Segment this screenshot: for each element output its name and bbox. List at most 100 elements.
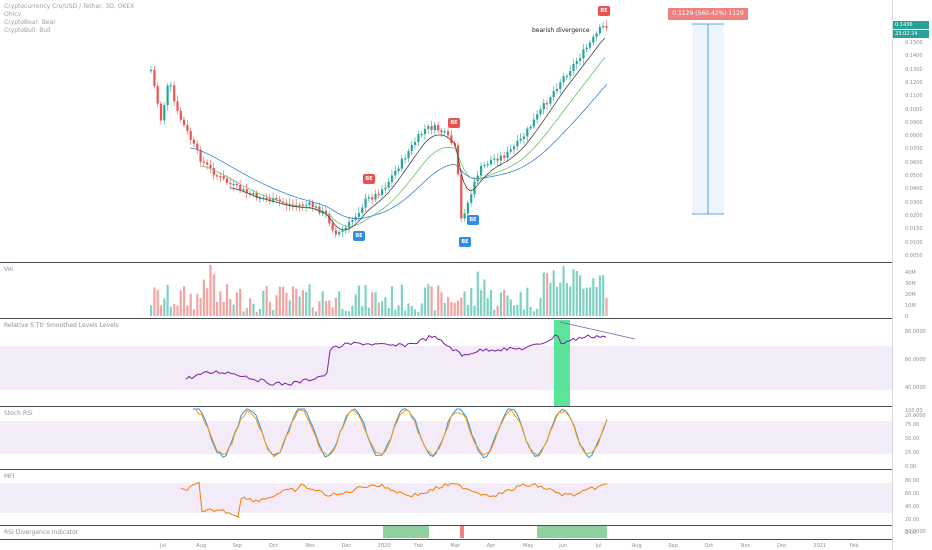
volume-bar[interactable]	[377, 302, 380, 316]
candle-body[interactable]	[192, 139, 196, 144]
candle-body[interactable]	[536, 114, 539, 120]
candle-body[interactable]	[258, 197, 262, 200]
bull-signal-badge[interactable]: BE	[467, 215, 479, 225]
candle-body[interactable]	[163, 105, 166, 121]
candle-body[interactable]	[324, 210, 328, 214]
candle-body[interactable]	[209, 164, 212, 169]
candle-body[interactable]	[529, 126, 532, 129]
volume-bar[interactable]	[582, 288, 585, 316]
volume-bar[interactable]	[529, 306, 532, 316]
candle-body[interactable]	[377, 193, 380, 196]
volume-bar[interactable]	[592, 278, 595, 316]
volume-bar[interactable]	[159, 305, 163, 316]
volume-bar[interactable]	[572, 269, 575, 316]
candle-body[interactable]	[265, 197, 268, 200]
volume-bar[interactable]	[400, 284, 403, 316]
candle-body[interactable]	[150, 69, 153, 72]
volume-bar[interactable]	[565, 283, 568, 316]
candle-body[interactable]	[598, 27, 601, 34]
candle-body[interactable]	[546, 103, 549, 105]
candle-body[interactable]	[166, 85, 169, 106]
volume-bar[interactable]	[433, 310, 436, 316]
candle-body[interactable]	[245, 189, 248, 194]
candle-body[interactable]	[387, 181, 390, 188]
volume-bar[interactable]	[437, 285, 440, 316]
legend-ohlcv[interactable]: Ohlcv	[4, 11, 22, 18]
volume-bar[interactable]	[410, 305, 413, 316]
candle-body[interactable]	[565, 75, 568, 77]
volume-bar[interactable]	[291, 286, 295, 316]
volume-bar[interactable]	[595, 287, 598, 316]
candle-body[interactable]	[381, 189, 384, 196]
candle-body[interactable]	[232, 184, 235, 186]
volume-bar[interactable]	[196, 293, 199, 316]
volume-bar[interactable]	[546, 273, 549, 316]
volume-bar[interactable]	[509, 299, 512, 316]
candle-body[interactable]	[229, 182, 232, 185]
candle-body[interactable]	[169, 85, 172, 87]
volume-bar[interactable]	[447, 297, 450, 316]
candle-body[interactable]	[575, 60, 578, 64]
candle-body[interactable]	[189, 131, 192, 140]
volume-bar[interactable]	[404, 310, 407, 316]
volume-bar[interactable]	[321, 291, 324, 316]
candle-body[interactable]	[588, 42, 592, 48]
candle-body[interactable]	[437, 125, 440, 131]
volume-bar[interactable]	[212, 274, 215, 316]
candle-body[interactable]	[156, 86, 159, 104]
volume-bar[interactable]	[222, 301, 225, 316]
volume-bar[interactable]	[440, 292, 443, 316]
candle-body[interactable]	[199, 149, 202, 162]
volume-bar[interactable]	[414, 309, 417, 316]
volume-bar[interactable]	[163, 298, 166, 316]
candle-body[interactable]	[361, 207, 364, 213]
candle-body[interactable]	[288, 204, 291, 206]
volume-bar[interactable]	[549, 282, 552, 316]
candle-body[interactable]	[268, 198, 271, 202]
volume-bar[interactable]	[503, 289, 506, 316]
volume-bar[interactable]	[173, 304, 176, 316]
candle-body[interactable]	[480, 165, 483, 176]
candle-body[interactable]	[318, 206, 321, 214]
volume-bar[interactable]	[526, 287, 529, 316]
candle-body[interactable]	[489, 159, 493, 165]
candle-body[interactable]	[407, 151, 410, 159]
volume-bar[interactable]	[384, 297, 387, 316]
pane-separator[interactable]	[0, 539, 892, 540]
volume-bar[interactable]	[430, 286, 433, 316]
volume-bar[interactable]	[390, 286, 394, 316]
candle-body[interactable]	[463, 213, 466, 219]
candle-body[interactable]	[331, 223, 334, 231]
volume-bar[interactable]	[585, 287, 588, 316]
candle-body[interactable]	[301, 204, 304, 206]
volume-bar[interactable]	[519, 291, 522, 316]
volume-bar[interactable]	[559, 282, 562, 316]
volume-bar[interactable]	[219, 291, 222, 316]
pane-separator[interactable]	[0, 262, 892, 263]
volume-bar[interactable]	[453, 302, 456, 316]
volume-bar[interactable]	[202, 279, 205, 316]
volume-bar[interactable]	[301, 290, 304, 316]
volume-bar[interactable]	[499, 292, 502, 316]
candle-body[interactable]	[357, 212, 361, 217]
volume-bar[interactable]	[331, 307, 334, 316]
candle-body[interactable]	[341, 230, 344, 232]
candle-body[interactable]	[555, 88, 559, 92]
candle-body[interactable]	[206, 162, 209, 165]
volume-bar[interactable]	[242, 311, 245, 316]
candle-body[interactable]	[338, 231, 341, 235]
volume-bar[interactable]	[252, 303, 255, 316]
candle-body[interactable]	[552, 91, 555, 98]
candle-body[interactable]	[225, 178, 229, 183]
volume-bar[interactable]	[536, 308, 539, 316]
volume-bar[interactable]	[305, 291, 308, 316]
volume-bar[interactable]	[496, 305, 499, 316]
volume-bar[interactable]	[232, 304, 235, 316]
candle-body[interactable]	[466, 202, 469, 214]
volume-bar[interactable]	[245, 307, 248, 316]
candle-body[interactable]	[219, 175, 222, 178]
volume-bar[interactable]	[338, 291, 341, 316]
measure-label[interactable]: 0.1129 (560.42%) 1129	[668, 8, 748, 20]
volume-bar[interactable]	[341, 309, 344, 316]
